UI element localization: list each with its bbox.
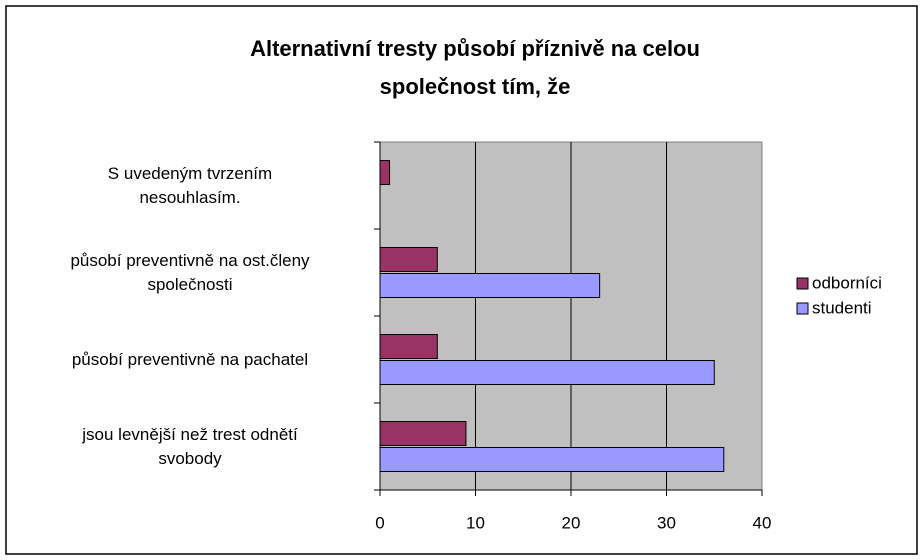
- chart-title: Alternativní tresty působí příznivě na c…: [250, 36, 700, 99]
- y-tick-label: působí preventivně na pachatel: [71, 349, 309, 369]
- bar: [379, 334, 438, 359]
- x-tick-label: 20: [562, 513, 581, 532]
- legend-label: odborníci: [812, 273, 882, 292]
- bar: [379, 160, 391, 185]
- y-tick-label: S uvedeným tvrzením nesouhlasím.: [107, 163, 273, 207]
- y-tick-label: působí preventivně na ost.členy společno…: [70, 250, 310, 294]
- bar: [379, 447, 725, 472]
- x-tick-label: 30: [657, 513, 676, 532]
- legend-label: studenti: [812, 298, 872, 317]
- bar: [379, 247, 438, 272]
- bar: [379, 360, 715, 385]
- legend-swatch: [796, 302, 809, 315]
- bar: [379, 421, 467, 446]
- bar: [379, 273, 601, 298]
- x-tick-label: 40: [753, 513, 772, 532]
- y-tick-label: jsou levnější než trest odnětí svobody: [82, 424, 298, 468]
- x-tick-label: 10: [466, 513, 485, 532]
- legend-swatch: [796, 277, 809, 290]
- x-tick-label: 0: [375, 513, 384, 532]
